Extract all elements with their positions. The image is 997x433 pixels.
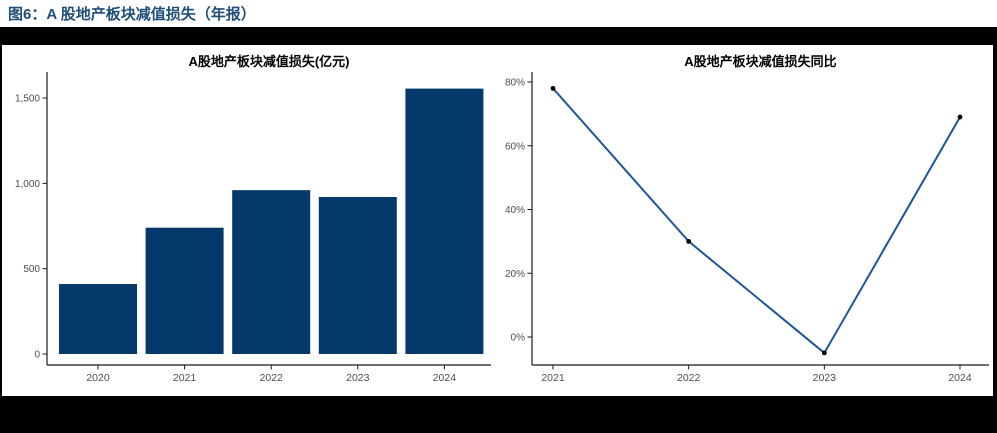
data-point-2024 bbox=[957, 114, 963, 120]
top-divider-bar bbox=[0, 27, 997, 45]
data-point-2021 bbox=[550, 85, 556, 91]
bar-2020 bbox=[59, 284, 137, 354]
bar-2022 bbox=[232, 190, 311, 354]
y-tick-label: 0% bbox=[511, 333, 526, 344]
x-tick-label: 2021 bbox=[541, 372, 565, 384]
y-tick-label: 1,000 bbox=[15, 179, 40, 190]
y-tick-label: 0 bbox=[34, 350, 40, 361]
bar-2021 bbox=[145, 227, 224, 354]
x-tick-label: 2022 bbox=[260, 372, 284, 384]
y-tick-label: 60% bbox=[505, 141, 525, 152]
y-tick-label: 1,500 bbox=[15, 94, 40, 105]
x-tick-label: 2023 bbox=[813, 372, 837, 384]
yoy-line bbox=[552, 87, 961, 354]
x-tick-label: 2022 bbox=[677, 372, 701, 384]
bar-chart-title: A股地产板块减值损失(亿元) bbox=[188, 54, 350, 69]
x-tick-label: 2020 bbox=[86, 372, 110, 384]
right-frame-border bbox=[993, 27, 997, 433]
y-tick-label: 80% bbox=[505, 78, 525, 89]
y-tick-label: 500 bbox=[23, 264, 40, 275]
data-point-2023 bbox=[821, 350, 827, 356]
x-tick-label: 2023 bbox=[346, 372, 370, 384]
figure-caption: 图6：A 股地产板块减值损失（年报） bbox=[8, 6, 256, 23]
impairment-yoy-line-chart: 0% 20% 40% 60% 80% 2021 2022 2023 2024 bbox=[505, 72, 989, 384]
y-tick-label: 40% bbox=[505, 205, 525, 216]
data-point-2022 bbox=[686, 238, 692, 244]
x-tick-label: 2021 bbox=[173, 372, 197, 384]
left-frame-border bbox=[0, 27, 2, 433]
bottom-divider-bar bbox=[0, 396, 997, 433]
line-chart-title: A股地产板块减值损失同比 bbox=[684, 54, 837, 69]
y-tick-label: 20% bbox=[505, 269, 525, 280]
bar-2024 bbox=[405, 88, 484, 354]
bar-2023 bbox=[318, 196, 397, 354]
x-tick-label: 2024 bbox=[948, 372, 972, 384]
x-tick-label: 2024 bbox=[433, 372, 457, 384]
impairment-bar-chart: 0 500 1,000 1,500 2020 2021 2022 2023 2024 bbox=[15, 72, 491, 384]
